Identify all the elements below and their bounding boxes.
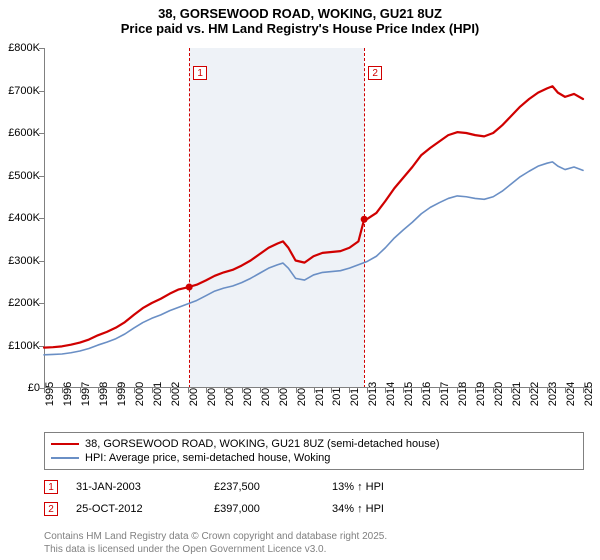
x-tick-mark [260,388,261,393]
x-tick-mark [511,388,512,393]
y-tick-label: £800K [8,42,40,54]
sale-dot [361,216,368,223]
sale-dot [186,284,193,291]
x-tick-mark [116,388,117,393]
x-tick-mark [349,388,350,393]
y-tick-label: £500K [8,170,40,182]
sale-row-marker: 2 [44,502,58,516]
x-tick-mark [188,388,189,393]
x-tick-mark [331,388,332,393]
x-tick-mark [314,388,315,393]
sale-price: £397,000 [214,503,314,515]
legend-label: 38, GORSEWOOD ROAD, WOKING, GU21 8UZ (se… [85,438,440,450]
x-tick-mark [152,388,153,393]
sale-row-marker: 1 [44,480,58,494]
sale-marker-box: 2 [368,66,382,80]
x-tick-mark [529,388,530,393]
x-tick-mark [385,388,386,393]
sale-date: 25-OCT-2012 [76,503,196,515]
x-tick-mark [457,388,458,393]
x-tick-mark [62,388,63,393]
y-tick-label: £100K [8,340,40,352]
legend-row: 38, GORSEWOOD ROAD, WOKING, GU21 8UZ (se… [51,437,577,451]
y-tick-label: £300K [8,255,40,267]
x-tick-mark [565,388,566,393]
sale-marker-box: 1 [193,66,207,80]
sale-row: 2 25-OCT-2012 £397,000 34% ↑ HPI [44,498,584,520]
title-line-1: 38, GORSEWOOD ROAD, WOKING, GU21 8UZ [0,6,600,21]
x-tick-mark [493,388,494,393]
x-tick-mark [80,388,81,393]
legend-swatch [51,457,79,459]
title-line-2: Price paid vs. HM Land Registry's House … [0,21,600,36]
x-tick-mark [44,388,45,393]
legend: 38, GORSEWOOD ROAD, WOKING, GU21 8UZ (se… [44,432,584,470]
sale-diff-vs-hpi: 34% ↑ HPI [332,503,432,515]
x-tick-mark [439,388,440,393]
sale-row: 1 31-JAN-2003 £237,500 13% ↑ HPI [44,476,584,498]
footer-line-2: This data is licensed under the Open Gov… [44,543,387,556]
x-tick-mark [170,388,171,393]
y-tick-label: £600K [8,127,40,139]
x-tick-mark [403,388,404,393]
x-tick-mark [242,388,243,393]
legend-label: HPI: Average price, semi-detached house,… [85,452,330,464]
x-tick-mark [296,388,297,393]
legend-swatch [51,443,79,445]
legend-row: HPI: Average price, semi-detached house,… [51,451,577,465]
footer: Contains HM Land Registry data © Crown c… [44,530,387,556]
x-tick-mark [367,388,368,393]
x-tick-mark [547,388,548,393]
series-subject [44,86,583,347]
y-tick-label: £400K [8,212,40,224]
y-tick-label: £200K [8,297,40,309]
x-tick-mark [224,388,225,393]
sales-table: 1 31-JAN-2003 £237,500 13% ↑ HPI 2 25-OCT-201… [44,476,584,520]
sale-date: 31-JAN-2003 [76,481,196,493]
x-tick-mark [134,388,135,393]
x-tick-mark [98,388,99,393]
series-hpi [44,162,583,355]
chart-lines [44,48,592,388]
sale-price: £237,500 [214,481,314,493]
x-tick-mark [583,388,584,393]
title-block: 38, GORSEWOOD ROAD, WOKING, GU21 8UZ Pri… [0,0,600,40]
chart-area: £0£100K£200K£300K£400K£500K£600K£700K£80… [0,40,600,430]
x-tick-mark [421,388,422,393]
chart-container: 38, GORSEWOOD ROAD, WOKING, GU21 8UZ Pri… [0,0,600,560]
footer-line-1: Contains HM Land Registry data © Crown c… [44,530,387,543]
y-tick-label: £700K [8,85,40,97]
x-tick-mark [206,388,207,393]
sale-diff-vs-hpi: 13% ↑ HPI [332,481,432,493]
x-tick-mark [475,388,476,393]
x-tick-mark [278,388,279,393]
